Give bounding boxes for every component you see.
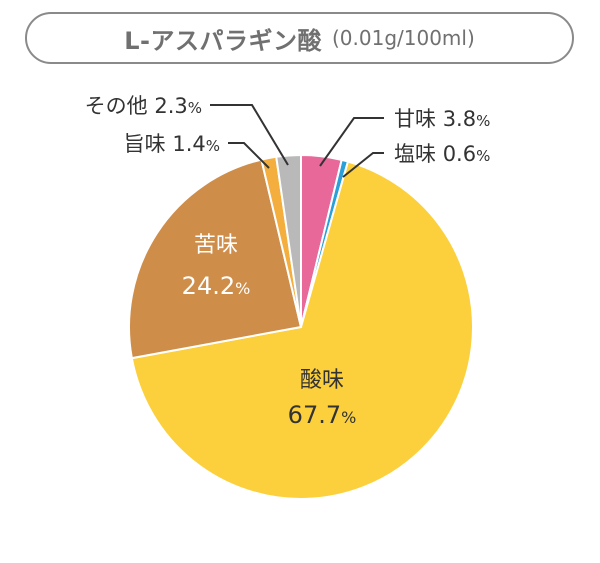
slice-label-5: その他 2.3%	[85, 94, 202, 118]
chart-title: L-アスパラギン酸	[124, 26, 322, 55]
pie-slice-3	[128, 158, 303, 360]
leader-line-5	[210, 104, 289, 166]
slice-value-label-3: 24.2%	[182, 272, 251, 300]
slice-name-label-3: 苦味	[194, 233, 238, 258]
leader-line-1	[342, 152, 384, 178]
chart-unit: (0.01g/100ml)	[331, 26, 475, 50]
slice-name-label-2: 酸味	[300, 368, 344, 393]
slice-value-label-2: 67.7%	[288, 401, 357, 429]
pie-slice-5	[275, 153, 302, 328]
leader-line-0	[319, 117, 384, 167]
slice-label-0: 甘味 3.8%	[394, 107, 490, 131]
pie-slice-2	[130, 160, 474, 500]
slice-label-4: 旨味 1.4%	[124, 132, 220, 156]
chart-title-box: L-アスパラギン酸 (0.01g/100ml)	[25, 12, 574, 64]
leader-line-4	[228, 142, 270, 169]
slice-label-1: 塩味 0.6%	[394, 142, 490, 166]
